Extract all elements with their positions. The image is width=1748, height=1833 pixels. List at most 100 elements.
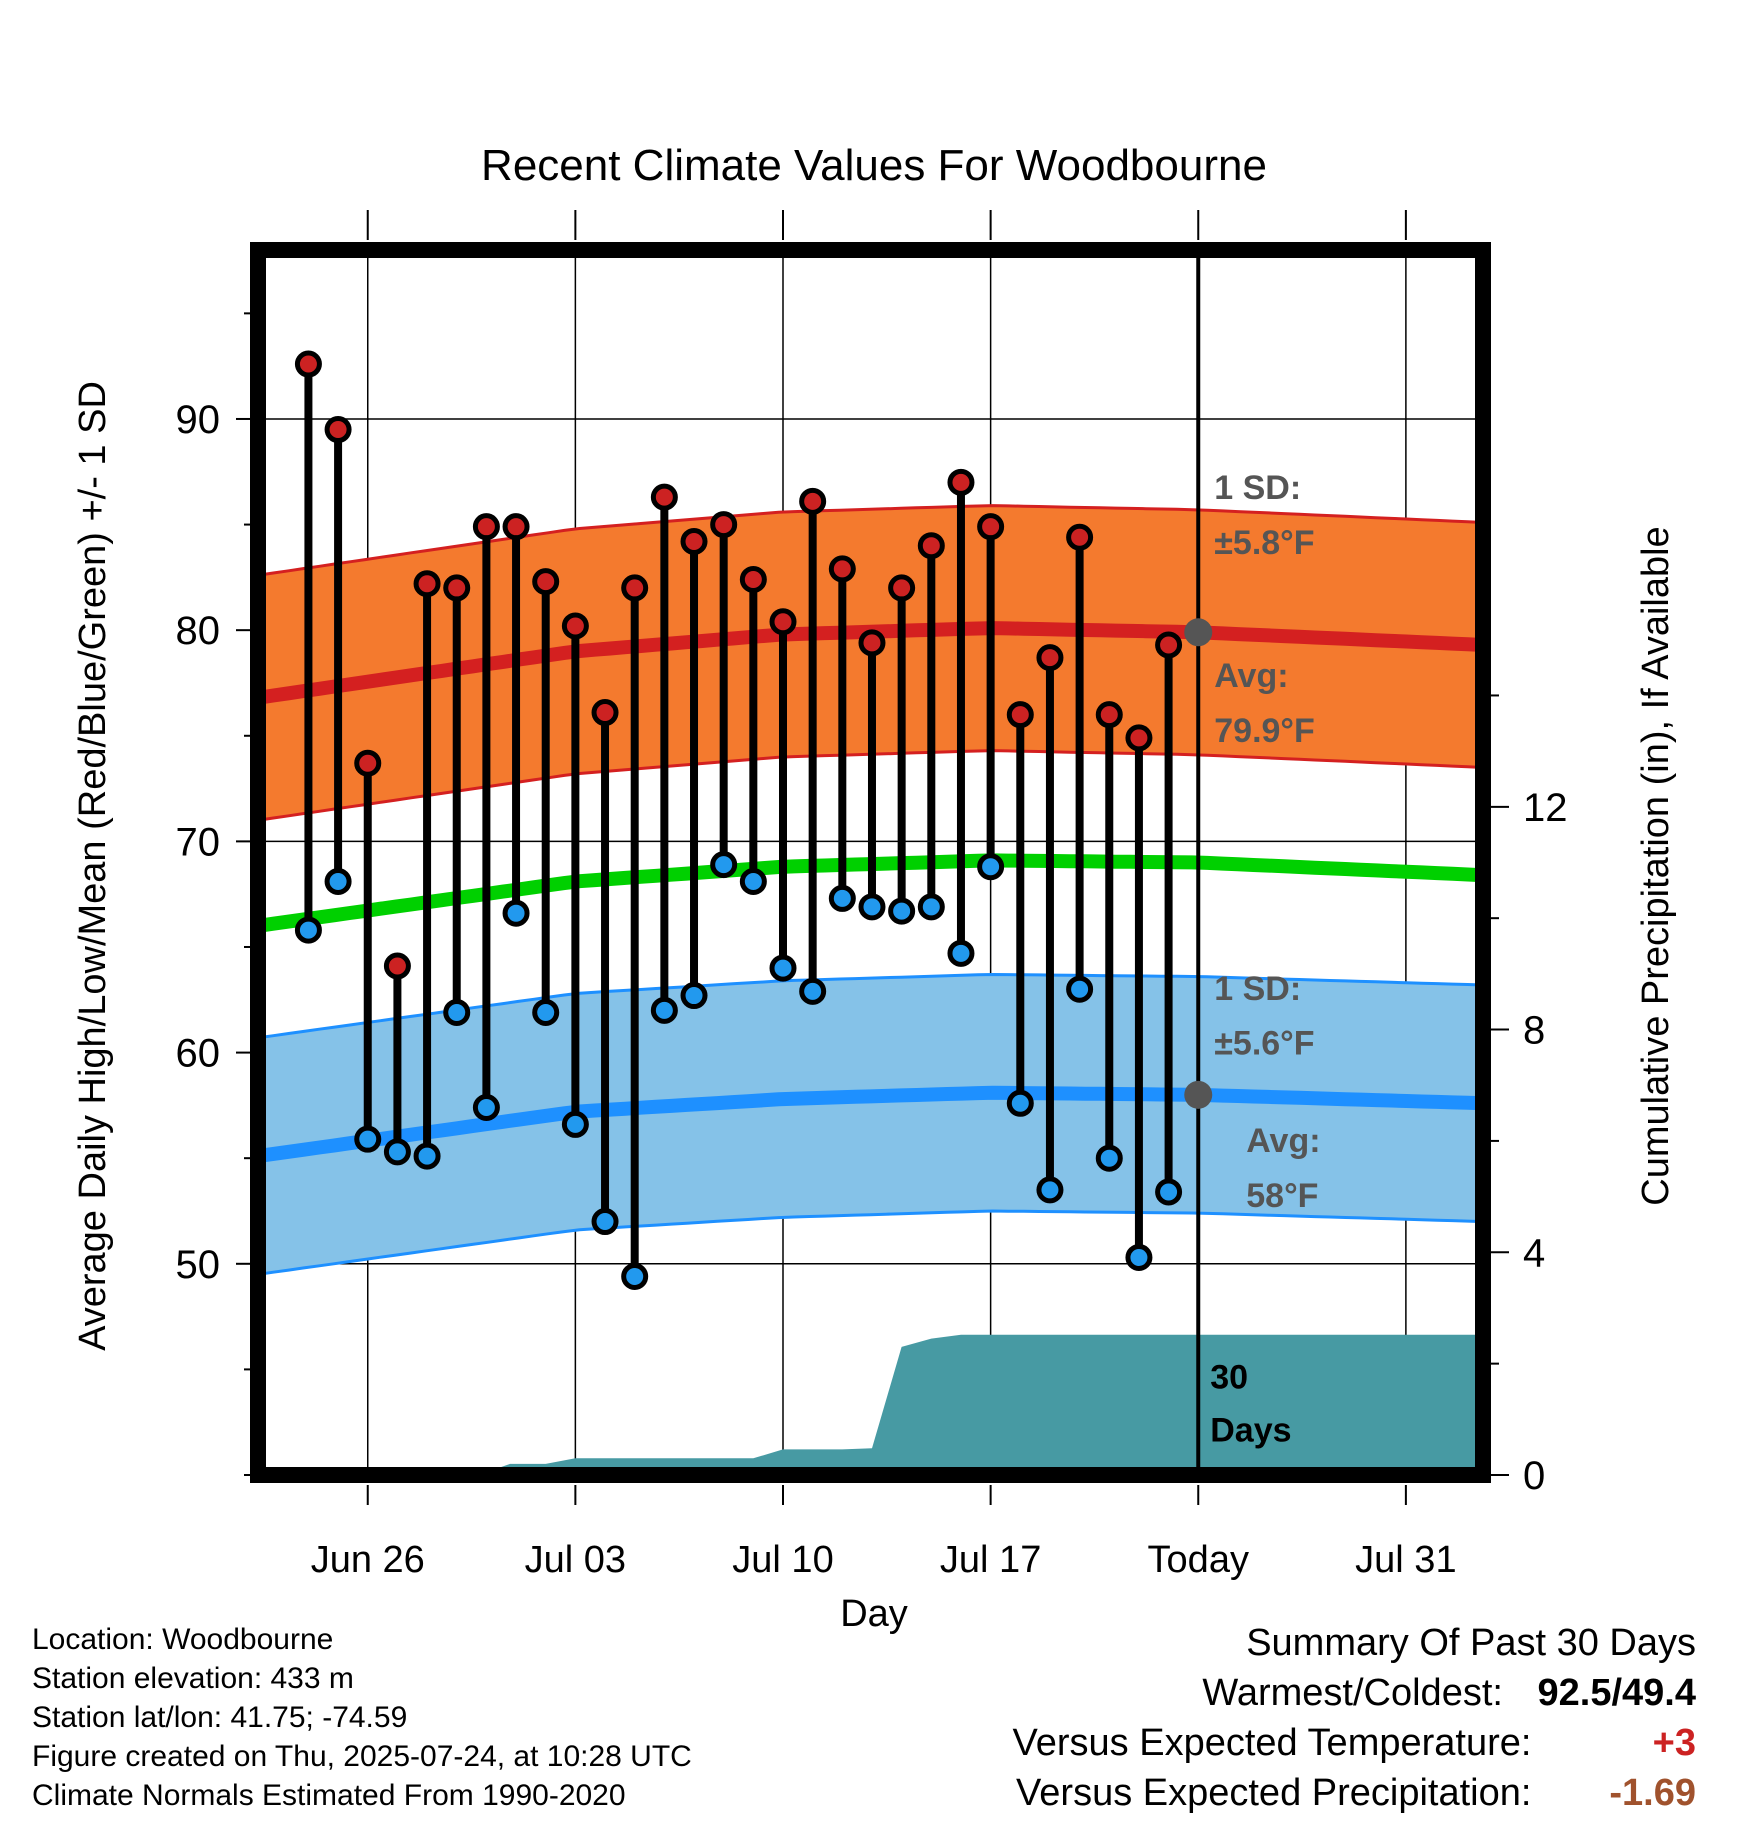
warm-cold-row: Warmest/Coldest: 92.5/49.4 [1013,1668,1696,1718]
precip-row: Versus Expected Precipitation: -1.69 [1013,1768,1696,1818]
y-tick-label-50: 50 [176,1243,221,1287]
high-point-Jul 09 [739,565,767,593]
warm-cold-label: Warmest/Coldest: [1202,1672,1503,1714]
precip-area [258,1334,1483,1475]
low-point-Jul 23 [1155,1178,1183,1206]
location-text: Location: Woodbourne [32,1623,334,1656]
high-point-Jul 17 [977,513,1005,541]
high-point-Jul 20 [1066,523,1094,551]
high-point-Jul 10 [769,608,797,636]
low-point-Jul 10 [769,954,797,982]
high-point-Jul 16 [947,468,975,496]
x-tick-label-jul-10: Jul 10 [732,1539,833,1581]
high-sd-value: ±5.8°F [1214,524,1314,562]
low-point-Jul 15 [917,893,945,921]
y-tick-label-80: 80 [176,609,221,653]
normal-high-band-upper [258,504,1483,577]
temp-value: +3 [1652,1722,1696,1764]
low-sd-value: ±5.6°F [1214,1025,1314,1063]
created-text: Figure created on Thu, 2025-07-24, at 10… [32,1740,692,1773]
summary-panel: Summary Of Past 30 Days Warmest/Coldest:… [1013,1618,1696,1818]
high-point-Jul 07 [680,527,708,555]
latlon-text: Station lat/lon: 41.75; -74.59 [32,1701,408,1734]
low-point-Jun 27 [383,1138,411,1166]
high-point-Jul 14 [888,574,916,602]
y-axis-label-left: Average Daily High/Low/Mean (Red/Blue/Gr… [72,381,114,1351]
high-point-Jul 08 [710,511,738,539]
x-axis-label: Day [840,1593,908,1635]
low-point-Jul 12 [828,884,856,912]
summary-title: Summary Of Past 30 Days [1246,1622,1696,1664]
y-tick-label-90: 90 [176,398,221,442]
high-point-Jun 28 [413,570,441,598]
high-point-Jul 11 [799,487,827,515]
low-point-Jun 24 [294,916,322,944]
high-point-Jul 02 [532,568,560,596]
temp-row: Versus Expected Temperature: +3 [1013,1718,1696,1768]
warm-cold-value: 92.5/49.4 [1537,1672,1696,1714]
low-point-Jul 04 [591,1208,619,1236]
low-point-Jul 03 [561,1110,589,1138]
low-point-Jul 02 [532,998,560,1026]
today-low-avg-marker [1184,1080,1213,1109]
temp-label: Versus Expected Temperature: [1012,1722,1532,1764]
high-avg-label: Avg: [1214,657,1288,695]
y-axis-label-right: Cumulative Precipitation (in), If Availa… [1635,526,1677,1205]
low-avg-label: Avg: [1246,1122,1320,1160]
days-label-text: Days [1210,1412,1291,1450]
low-point-Jul 11 [799,977,827,1005]
high-point-Jun 26 [354,749,382,777]
x-tick-label-jul-03: Jul 03 [525,1539,626,1581]
low-point-Jul 13 [858,893,886,921]
x-tick-label-jul-17: Jul 17 [940,1539,1041,1581]
high-point-Jun 27 [383,952,411,980]
low-point-Jul 09 [739,868,767,896]
low-sd-label: 1 SD: [1214,970,1301,1008]
high-point-Jul 06 [650,483,678,511]
low-point-Jul 06 [650,996,678,1024]
high-point-Jul 03 [561,612,589,640]
low-point-Jul 20 [1066,975,1094,1003]
high-avg-value: 79.9°F [1214,712,1315,750]
low-point-Jun 26 [354,1125,382,1153]
low-avg-value: 58°F [1246,1177,1318,1215]
x-tick-label-today: Today [1148,1539,1249,1581]
y-right-tick-label-4: 4 [1523,1231,1545,1275]
y-tick-label-60: 60 [176,1032,221,1076]
high-point-Jul 12 [828,555,856,583]
high-point-Jul 23 [1155,631,1183,659]
plot-inner [258,250,1483,1475]
high-point-Jul 15 [917,532,945,560]
precip-label: Versus Expected Precipitation: [1016,1772,1532,1814]
high-sd-label: 1 SD: [1214,469,1301,507]
high-point-Jul 18 [1006,701,1034,729]
plot-area: 1 SD: ±5.8°F Avg: 79.9°F 1 SD: ±5.6°F Avg: 58°F… [176,210,1568,1581]
low-point-Jul 17 [977,853,1005,881]
chart-title: Recent Climate Values For Woodbourne [481,141,1267,190]
y-right-tick-label-12: 12 [1523,786,1568,830]
low-point-Jul 08 [710,851,738,879]
today-high-avg-marker [1184,618,1213,647]
plot-frame [250,242,1491,1483]
y-right-tick-label-0: 0 [1523,1454,1545,1498]
normals-text: Climate Normals Estimated From 1990-2020 [32,1779,626,1812]
low-point-Jul 07 [680,982,708,1010]
low-point-Jul 05 [621,1262,649,1290]
low-point-Jun 25 [324,868,352,896]
low-point-Jun 28 [413,1142,441,1170]
station-info: Location: Woodbourne Station elevation: … [32,1620,692,1815]
elevation-text: Station elevation: 433 m [32,1662,354,1695]
high-point-Jun 25 [324,416,352,444]
low-point-Jul 22 [1125,1243,1153,1271]
low-point-Jul 14 [888,897,916,925]
high-point-Jul 01 [502,513,530,541]
low-point-Jun 29 [443,998,471,1026]
high-point-Jul 21 [1095,701,1123,729]
y-right-tick-label-8: 8 [1523,1009,1545,1053]
low-point-Jul 18 [1006,1089,1034,1117]
high-point-Jun 29 [443,574,471,602]
high-point-Jun 30 [472,513,500,541]
high-point-Jun 24 [294,350,322,378]
